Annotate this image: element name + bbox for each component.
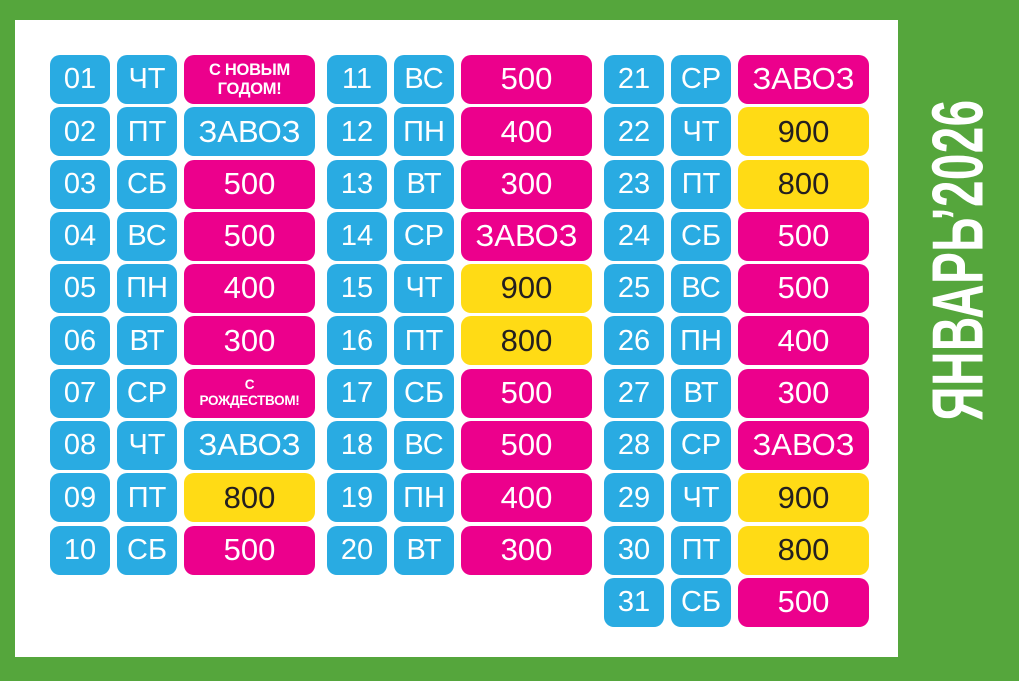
value-cell: 500 (184, 525, 315, 575)
value-cell: 500 (738, 211, 869, 261)
day-cell: 21 (604, 55, 664, 104)
weekday-cell: ЧТ (394, 264, 454, 314)
day-cell: 23 (604, 159, 664, 209)
day-cell: 17 (327, 368, 387, 418)
day-cell: 28 (604, 421, 664, 471)
value-cell: 500 (738, 264, 869, 314)
weekday-cell: ПТ (117, 473, 177, 523)
value-cell: 900 (738, 107, 869, 157)
weekday-cell: ВС (394, 421, 454, 471)
day-cell: 02 (50, 107, 110, 157)
day-cell: 30 (604, 525, 664, 575)
value-cell: ЗАВОЗ (184, 421, 315, 471)
weekday-cell: ПН (117, 264, 177, 314)
weekday-cell: ВТ (671, 368, 731, 418)
value-cell: 500 (184, 211, 315, 261)
weekday-cell: ВС (394, 55, 454, 104)
value-cell: 300 (738, 368, 869, 418)
day-cell: 08 (50, 421, 110, 471)
value-cell: 800 (184, 473, 315, 523)
weekday-cell: СР (671, 55, 731, 104)
weekday-cell: ВС (671, 264, 731, 314)
value-cell: 300 (184, 316, 315, 366)
day-cell: 22 (604, 107, 664, 157)
value-cell: 800 (738, 159, 869, 209)
weekday-cell: ВТ (394, 525, 454, 575)
value-cell: С РОЖДЕСТВОМ! (184, 368, 315, 418)
weekday-cell: СБ (671, 211, 731, 261)
weekday-cell: ВТ (394, 159, 454, 209)
day-cell: 18 (327, 421, 387, 471)
weekday-cell: ЧТ (117, 421, 177, 471)
day-cell: 07 (50, 368, 110, 418)
value-cell: 800 (461, 316, 592, 366)
value-cell: С НОВЫМ ГОДОМ! (184, 55, 315, 104)
weekday-cell: СБ (117, 159, 177, 209)
day-cell: 09 (50, 473, 110, 523)
day-cell: 12 (327, 107, 387, 157)
column-group-days-01-10: 01 ЧТ С НОВЫМ ГОДОМ! 02 ПТ ЗАВОЗ 03 СБ 500 04 ВС 50… (50, 55, 315, 575)
value-cell: 900 (738, 473, 869, 523)
value-cell: 400 (184, 264, 315, 314)
weekday-cell: ЧТ (671, 107, 731, 157)
day-cell: 31 (604, 577, 664, 627)
value-cell: 500 (461, 368, 592, 418)
day-cell: 27 (604, 368, 664, 418)
value-cell: 900 (461, 264, 592, 314)
weekday-cell: ПН (671, 316, 731, 366)
day-cell: 06 (50, 316, 110, 366)
day-cell: 20 (327, 525, 387, 575)
weekday-cell: ПН (394, 107, 454, 157)
day-cell: 29 (604, 473, 664, 523)
calendar-panel: 01 ЧТ С НОВЫМ ГОДОМ! 02 ПТ ЗАВОЗ 03 СБ 500 04 ВС 50… (15, 20, 898, 657)
weekday-cell: ЧТ (117, 55, 177, 104)
weekday-cell: ПТ (671, 525, 731, 575)
weekday-cell: ВС (117, 211, 177, 261)
day-cell: 15 (327, 264, 387, 314)
weekday-cell: ПТ (117, 107, 177, 157)
value-cell: 400 (461, 473, 592, 523)
value-cell: 500 (461, 55, 592, 104)
weekday-cell: СБ (117, 525, 177, 575)
day-cell: 01 (50, 55, 110, 104)
value-cell: 300 (461, 159, 592, 209)
weekday-cell: ПН (394, 473, 454, 523)
column-group-days-11-20: 11 ВС 500 12 ПН 400 13 ВТ 300 14 СР ЗАВОЗ 15 ЧТ 900 16 П… (327, 55, 592, 575)
weekday-cell: ВТ (117, 316, 177, 366)
weekday-cell: ПТ (671, 159, 731, 209)
day-cell: 26 (604, 316, 664, 366)
calendar-grid: 01 ЧТ С НОВЫМ ГОДОМ! 02 ПТ ЗАВОЗ 03 СБ 500 04 ВС 50… (50, 55, 869, 627)
day-cell: 04 (50, 211, 110, 261)
value-cell: ЗАВОЗ (738, 55, 869, 104)
month-year-title: ЯНВАРЬ’2026 (916, 99, 999, 421)
weekday-cell: СБ (671, 577, 731, 627)
value-cell: ЗАВОЗ (738, 421, 869, 471)
day-cell: 03 (50, 159, 110, 209)
day-cell: 19 (327, 473, 387, 523)
day-cell: 05 (50, 264, 110, 314)
value-cell: 500 (184, 159, 315, 209)
day-cell: 14 (327, 211, 387, 261)
value-cell: 300 (461, 525, 592, 575)
day-cell: 24 (604, 211, 664, 261)
day-cell: 16 (327, 316, 387, 366)
weekday-cell: СР (117, 368, 177, 418)
value-cell: ЗАВОЗ (184, 107, 315, 157)
weekday-cell: ПТ (394, 316, 454, 366)
value-cell: 800 (738, 525, 869, 575)
column-group-days-21-31: 21 СР ЗАВОЗ 22 ЧТ 900 23 ПТ 800 24 СБ 500 25 ВС 500 26 П… (604, 55, 869, 627)
day-cell: 25 (604, 264, 664, 314)
day-cell: 13 (327, 159, 387, 209)
weekday-cell: ЧТ (671, 473, 731, 523)
day-cell: 10 (50, 525, 110, 575)
value-cell: 400 (738, 316, 869, 366)
value-cell: 500 (738, 577, 869, 627)
weekday-cell: СБ (394, 368, 454, 418)
weekday-cell: СР (671, 421, 731, 471)
day-cell: 11 (327, 55, 387, 104)
weekday-cell: СР (394, 211, 454, 261)
value-cell: ЗАВОЗ (461, 211, 592, 261)
value-cell: 500 (461, 421, 592, 471)
value-cell: 400 (461, 107, 592, 157)
